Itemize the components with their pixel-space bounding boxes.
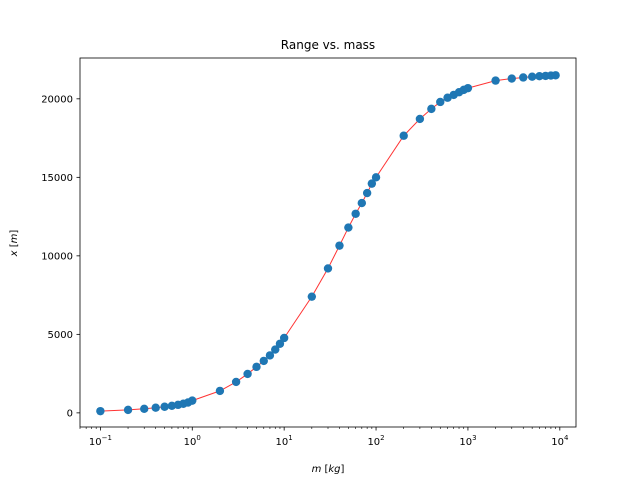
data-point	[535, 72, 544, 81]
data-point	[215, 386, 225, 396]
data-point	[344, 223, 353, 232]
data-point	[519, 73, 528, 82]
x-axis: 10−1 100 101 102 103 104	[79, 427, 569, 448]
data-point	[507, 74, 516, 83]
data-point	[371, 173, 381, 182]
data-point	[188, 396, 197, 405]
data-point	[551, 71, 560, 80]
markers-layer	[96, 71, 560, 416]
data-point	[307, 292, 317, 301]
data-point	[491, 76, 500, 85]
x-tick-label: 101	[276, 434, 293, 448]
data-point	[351, 209, 360, 218]
x-tick-label: 103	[459, 434, 476, 448]
x-axis-label: m [kg]	[312, 464, 345, 475]
data-point	[140, 404, 149, 413]
y-axis-label: x [m]	[9, 230, 20, 258]
data-point	[231, 377, 241, 387]
y-tick-label: 0	[67, 408, 73, 419]
chart-title: Range vs. mass	[281, 38, 375, 52]
data-point	[279, 333, 289, 343]
data-point	[123, 405, 133, 415]
data-point	[527, 72, 537, 81]
data-point	[271, 345, 280, 354]
data-point	[160, 402, 169, 411]
y-axis: 0 5000 10000 15000 20000	[41, 94, 80, 419]
data-point	[399, 131, 408, 140]
data-point	[362, 188, 372, 198]
data-point	[415, 114, 425, 124]
data-point	[323, 264, 333, 273]
x-tick-label: 104	[551, 434, 569, 448]
x-tick-label: 100	[184, 434, 201, 448]
y-tick-label: 15000	[41, 173, 73, 184]
data-point	[252, 362, 261, 372]
data-point	[335, 241, 344, 250]
y-tick-label: 20000	[41, 94, 73, 105]
y-tick-label: 10000	[41, 251, 73, 262]
data-point	[96, 406, 105, 416]
data-point	[275, 339, 285, 348]
data-point	[357, 198, 367, 208]
data-point	[151, 403, 160, 412]
data-point	[265, 351, 275, 360]
data-point	[367, 179, 377, 188]
data-point	[259, 356, 268, 366]
data-point	[167, 401, 177, 410]
data-point	[243, 369, 252, 379]
data-point	[427, 104, 436, 114]
x-tick-label: 10−1	[89, 434, 112, 448]
y-tick-label: 5000	[48, 330, 73, 341]
x-tick-label: 102	[367, 434, 384, 448]
data-point	[436, 97, 445, 107]
data-point	[463, 83, 473, 93]
